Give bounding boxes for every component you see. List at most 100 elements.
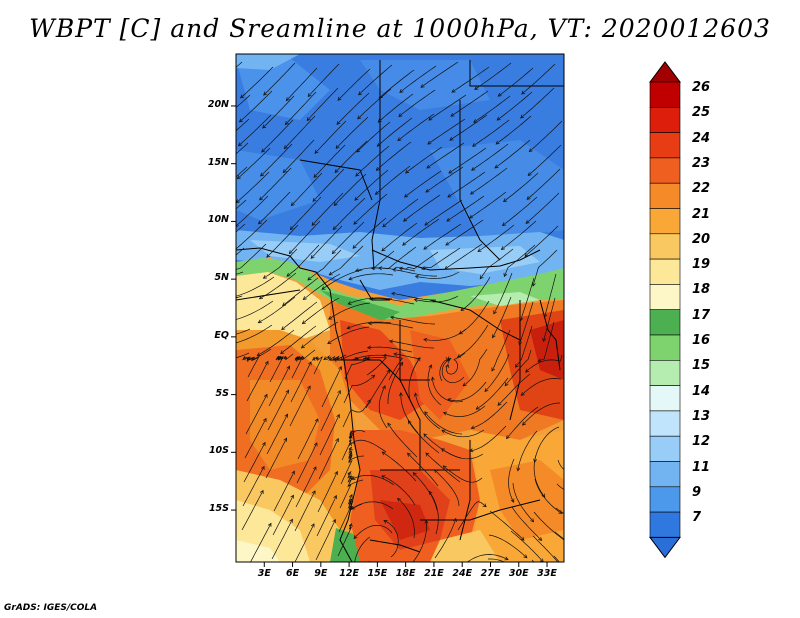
streamline (354, 169, 389, 201)
streamline (296, 442, 318, 484)
streamline (426, 142, 465, 169)
streamline-arrow (406, 452, 411, 457)
lat-tick-label: 15N (207, 156, 229, 168)
streamline-arrow (503, 272, 508, 278)
streamline-arrow (516, 467, 521, 472)
streamline-arrow (311, 221, 316, 226)
streamline-arrow (393, 352, 398, 357)
streamline-arrow (515, 363, 519, 368)
streamline (242, 466, 265, 507)
colorbar-swatch (649, 132, 681, 159)
streamline (446, 352, 466, 375)
streamline (532, 249, 558, 287)
streamline-arrow (334, 169, 339, 174)
streamline (488, 558, 506, 562)
streamline (445, 219, 484, 246)
streamline (423, 328, 467, 341)
colorbar-label: 19 (692, 257, 711, 273)
streamline-arrow (313, 442, 318, 447)
streamline-arrow (493, 310, 497, 315)
streamline-arrow (375, 166, 380, 171)
streamline-arrow (491, 367, 496, 372)
streamline (381, 451, 417, 482)
streamline-arrow (240, 94, 245, 99)
streamline-arrow (333, 202, 338, 207)
colorbar-label: 13 (692, 408, 711, 424)
streamline-arrow (300, 344, 305, 349)
streamline (424, 199, 463, 226)
streamline-arrow (398, 113, 403, 117)
streamline (471, 143, 509, 171)
streamline (399, 65, 437, 93)
streamline-arrow (214, 169, 217, 172)
streamline-arrow (382, 223, 387, 228)
streamline (495, 115, 532, 145)
streamline (346, 321, 392, 329)
streamline (366, 357, 387, 376)
colorbar-swatch (649, 334, 681, 361)
streamline-arrow (383, 520, 388, 524)
streamline (378, 385, 388, 429)
streamline-arrow (289, 226, 294, 231)
lon-tick-label: 33E (537, 568, 557, 579)
lon-tick-label: 12E (339, 568, 359, 579)
streamline (334, 140, 368, 173)
streamline-arrow (288, 250, 293, 255)
streamline (466, 554, 509, 562)
streamline (510, 530, 544, 562)
streamline-arrow (232, 342, 235, 345)
streamline (415, 271, 460, 279)
colorbar-swatch (649, 461, 681, 488)
streamline (356, 121, 391, 153)
streamline-arrow (259, 196, 263, 201)
streamline-arrow (506, 435, 510, 440)
lon-tick-label: 18E (395, 568, 416, 579)
streamline (492, 296, 512, 338)
streamline (238, 114, 272, 147)
streamline (240, 66, 274, 99)
streamline-arrow (266, 253, 271, 258)
streamline (262, 95, 295, 129)
streamline-arrow (528, 148, 533, 153)
streamline (533, 511, 564, 541)
colorbar-swatch (649, 182, 681, 209)
streamline-arrow (425, 452, 430, 457)
streamline (281, 301, 318, 330)
streamline (403, 194, 441, 222)
streamline (351, 474, 395, 486)
streamline-arrow (468, 214, 474, 219)
streamline (236, 243, 267, 270)
streamline (237, 147, 271, 179)
streamline (413, 472, 438, 511)
streamline (407, 452, 439, 487)
streamline-arrow (402, 241, 407, 246)
streamline-arrow (211, 250, 214, 253)
streamline-arrow (291, 470, 295, 475)
streamline (472, 119, 510, 147)
streamline-arrow (519, 317, 524, 322)
streamline (427, 364, 442, 406)
streamline-arrow (355, 172, 360, 177)
streamline-arrow (451, 88, 456, 93)
streamline-arrow (335, 437, 339, 443)
streamline-arrow (539, 558, 544, 562)
streamline (236, 199, 247, 210)
streamline (508, 458, 515, 503)
streamline-arrow (470, 425, 475, 430)
colorbar-label: 9 (692, 484, 702, 500)
streamline (282, 277, 319, 306)
lon-tick-label: 9E (314, 568, 328, 579)
streamline (236, 352, 250, 359)
streamline (502, 196, 538, 226)
streamline-arrow (523, 554, 528, 559)
colorbar-label: 7 (692, 510, 702, 526)
streamline (336, 92, 370, 125)
streamline-arrow (353, 220, 358, 225)
streamline-arrow (471, 166, 476, 171)
streamline-arrow (260, 489, 264, 495)
streamline-arrow (349, 434, 354, 439)
lon-tick-label: 24E (452, 568, 473, 579)
streamline-arrow (440, 448, 445, 453)
lon-tick-label: 21E (424, 568, 444, 579)
lat-tick-label: EQ (214, 329, 229, 341)
